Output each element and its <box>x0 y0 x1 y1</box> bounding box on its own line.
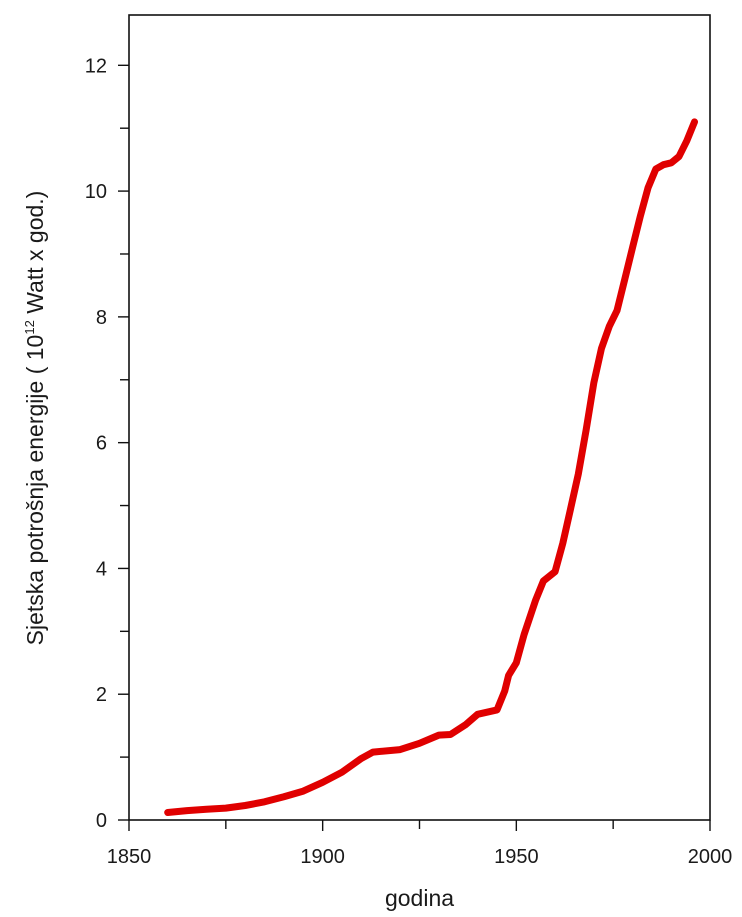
x-tick-label: 2000 <box>688 846 733 868</box>
x-tick-label: 1900 <box>300 846 345 868</box>
axis-tick-labels: 1850 1900 1950 2000 0 2 4 6 8 10 12 <box>85 55 733 868</box>
y-axis-title-suffix: Watt x god.) <box>22 191 48 321</box>
y-tick-label: 6 <box>96 433 107 455</box>
y-tick-label: 10 <box>85 181 107 203</box>
y-tick-label: 4 <box>96 558 107 580</box>
energy-consumption-line <box>164 118 698 816</box>
x-tick-label: 1850 <box>107 846 152 868</box>
plot-frame <box>128 14 711 821</box>
y-axis-title-exponent: 12 <box>22 320 37 334</box>
x-tick-label: 1950 <box>494 846 539 868</box>
y-tick-label: 2 <box>96 684 107 706</box>
y-tick-label: 8 <box>96 307 107 329</box>
y-tick-label: 0 <box>96 810 107 832</box>
y-tick-label: 12 <box>85 55 107 77</box>
y-axis-title-prefix: Sjetska potrošnja energije ( 10 <box>22 335 48 646</box>
x-axis-title: godina <box>385 885 454 911</box>
series-layer <box>164 118 698 816</box>
y-axis-title: Sjetska potrošnja energije ( 1012 Watt x… <box>22 191 48 646</box>
axis-ticks <box>118 64 711 831</box>
